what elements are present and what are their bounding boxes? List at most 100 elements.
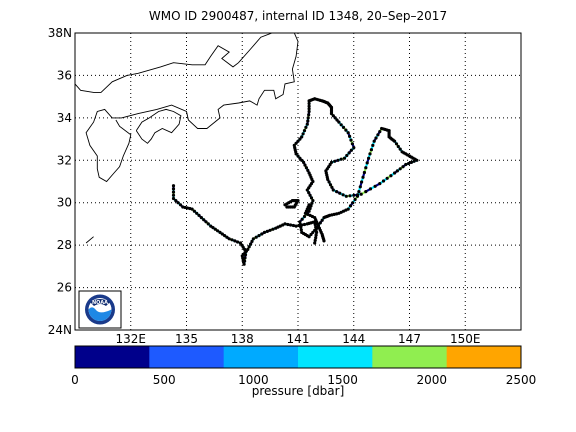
float-position [381,179,386,183]
chart-title: WMO ID 2900487, internal ID 1348, 20–Sep… [148,9,448,23]
float-position [225,235,229,239]
float-position [300,158,304,162]
float-position [307,171,311,175]
float-position [335,190,339,194]
float-position [314,236,318,240]
float-position [360,180,364,184]
float-position [308,193,312,197]
float-position [336,158,340,162]
coastline [74,32,299,244]
float-position [369,148,373,152]
float-position [341,125,346,129]
float-position [352,146,356,150]
float-position [296,139,300,143]
float-position [344,208,348,212]
colorbar-cell [372,346,448,368]
colorbar-cell [75,346,150,368]
float-position [260,232,264,236]
float-position [188,206,192,211]
float-position [302,222,307,227]
float-position [329,112,334,116]
float-position [400,150,404,154]
float-position [364,190,368,194]
float-position [199,216,203,220]
float-position [296,154,300,158]
lat-tick-label: 28 [57,238,72,252]
float-position [374,136,378,140]
float-position [389,174,393,178]
lat-tick-label: 36 [57,68,72,82]
float-position [294,224,298,228]
float-position [404,162,408,167]
lat-tick-label: 38N [48,26,72,40]
lat-tick-label: 30 [57,196,72,210]
grid-lines [75,32,521,331]
float-position [233,239,237,243]
float-position [361,175,365,179]
float-position [378,182,382,186]
float-position [236,240,240,244]
float-position [286,222,290,227]
float-position [335,118,339,122]
float-position [348,194,352,198]
float-position [335,212,339,216]
float-position [409,160,413,164]
float-position [298,220,302,224]
float-position [314,228,318,232]
float-position [331,188,335,192]
float-position [407,161,411,166]
float-position [307,101,311,106]
float-position [368,187,373,191]
float-position [353,197,357,202]
float-position [300,135,304,139]
float-position [352,193,356,197]
colorbar-cell [149,346,225,368]
float-position [362,170,366,175]
float-position [355,194,360,198]
float-position [300,230,304,234]
lon-tick-label: 138 [231,332,254,346]
float-position [333,159,337,163]
float-position [344,128,348,132]
float-position [298,137,302,141]
float-position [398,167,402,171]
colorbar-tick-label: 2500 [506,373,537,387]
float-position [304,166,308,170]
colorbar-tick-label: 1000 [238,373,269,387]
float-position [307,107,311,111]
float-position [371,143,375,147]
float-position [378,130,382,134]
float-positions [171,97,419,266]
coastline-segment [74,32,299,183]
float-position [307,113,311,117]
lon-tick-label: 147 [398,332,421,346]
float-position [243,253,248,257]
lat-tick-labels: 24N 26 28 30 32 34 36 38N [48,26,72,337]
noaa-logo: NOAA [78,290,122,329]
float-position [350,142,354,146]
float-position [376,133,380,137]
float-position [320,218,324,222]
float-position [359,192,363,196]
float-position [249,242,253,246]
float-position [394,142,399,146]
lat-tick-label: 32 [57,153,72,167]
colorbar-cell [298,346,373,368]
float-position [305,122,309,126]
float-position [344,194,348,198]
float-position [307,203,311,207]
float-position [368,152,372,156]
float-position [314,233,318,237]
float-position [398,147,402,151]
float-position [393,171,397,175]
float-position [339,123,343,127]
float-position [395,169,399,173]
float-position [307,109,311,114]
float-position [333,116,337,120]
float-position [322,216,326,220]
float-position [372,139,376,143]
float-position [345,153,349,158]
float-position [300,223,304,227]
float-position [349,138,353,142]
float-position [339,157,343,161]
